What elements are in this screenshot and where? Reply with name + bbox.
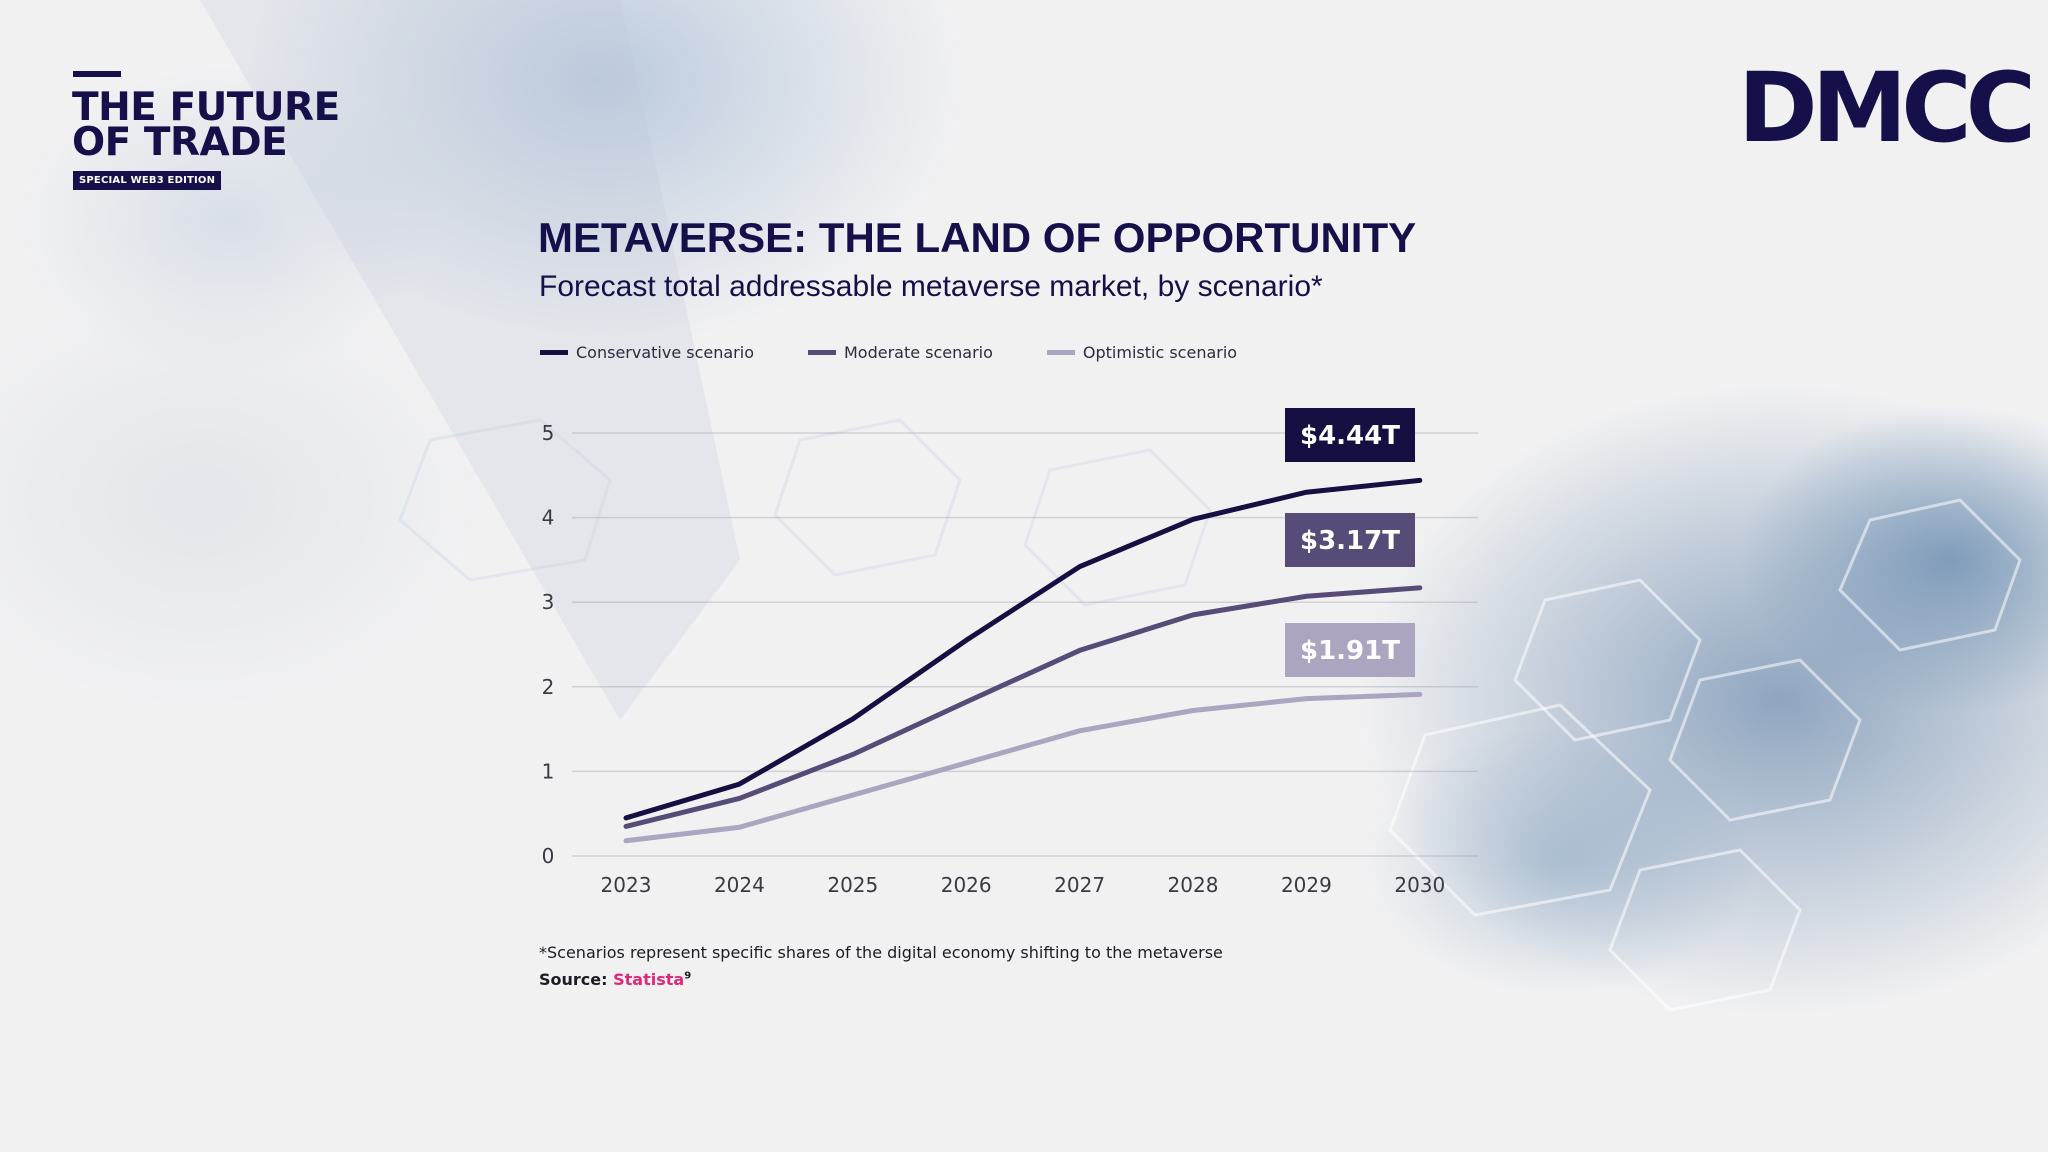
source-link[interactable]: Statista [613, 970, 685, 989]
source-footnote-marker: 9 [684, 970, 692, 982]
brand-title-line1: THE FUTURE [72, 85, 340, 130]
footnote: *Scenarios represent specific shares of … [539, 943, 1223, 962]
legend-item-conservative: Conservative scenario [540, 343, 754, 362]
y-tick-label-5: 5 [542, 421, 555, 445]
x-tick-label-2024: 2024 [714, 873, 765, 897]
edition-badge: SPECIAL WEB3 EDITION [73, 171, 222, 190]
chart-subtitle: Forecast total addressable metaverse mar… [539, 270, 1323, 303]
callout-label-conservative: $4.44T [1300, 421, 1400, 451]
y-tick-label-3: 3 [542, 590, 555, 614]
legend-item-moderate: Moderate scenario [807, 342, 993, 362]
chart-title: METAVERSE: THE LAND OF OPPORTUNITY [538, 214, 1417, 261]
source-line: Source: Statista9 [539, 970, 691, 989]
series-line-optimistic [623, 691, 1423, 844]
x-tick-label-2026: 2026 [941, 873, 992, 897]
legend-label-conservative: Conservative scenario [576, 342, 754, 362]
callout-box-conservative [1285, 408, 1415, 462]
brand-accent-bar [73, 71, 121, 77]
legend-swatch-optimistic [1046, 349, 1075, 355]
x-tick-label-2027: 2027 [1054, 873, 1105, 897]
series-line-conservative [623, 477, 1423, 821]
y-tick-label-1: 1 [542, 759, 555, 783]
source-label: Source: [539, 970, 608, 989]
x-tick-label-2029: 2029 [1281, 873, 1332, 897]
callout-label-optimistic: $1.91T [1300, 636, 1400, 666]
y-tick-label-4: 4 [542, 506, 555, 530]
legend-item-optimistic: Optimistic scenario [1046, 342, 1238, 362]
callout-box-moderate [1285, 513, 1415, 567]
legend-swatch-moderate [807, 349, 836, 355]
series-line-moderate [623, 585, 1423, 829]
x-tick-label-2028: 2028 [1168, 873, 1219, 897]
brand-title-line2: OF TRADE [72, 120, 288, 165]
callout-box-optimistic [1285, 623, 1415, 677]
y-tick-label-2: 2 [542, 675, 555, 699]
legend-label-moderate: Moderate scenario [843, 342, 993, 362]
x-tick-label-2023: 2023 [601, 873, 652, 897]
y-tick-label-0: 0 [542, 844, 555, 868]
x-tick-label-2025: 2025 [827, 873, 878, 897]
brand-title: THE FUTURE OF TRADE [72, 85, 340, 165]
legend-swatch-conservative [540, 349, 568, 355]
callout-label-moderate: $3.17T [1300, 526, 1400, 556]
legend-label-optimistic: Optimistic scenario [1082, 342, 1238, 362]
dmcc-logo: DMCC [1738, 52, 2036, 164]
chart-legend: Conservative scenario Moderate scenario … [540, 340, 1291, 364]
x-tick-label-2030: 2030 [1394, 873, 1445, 897]
